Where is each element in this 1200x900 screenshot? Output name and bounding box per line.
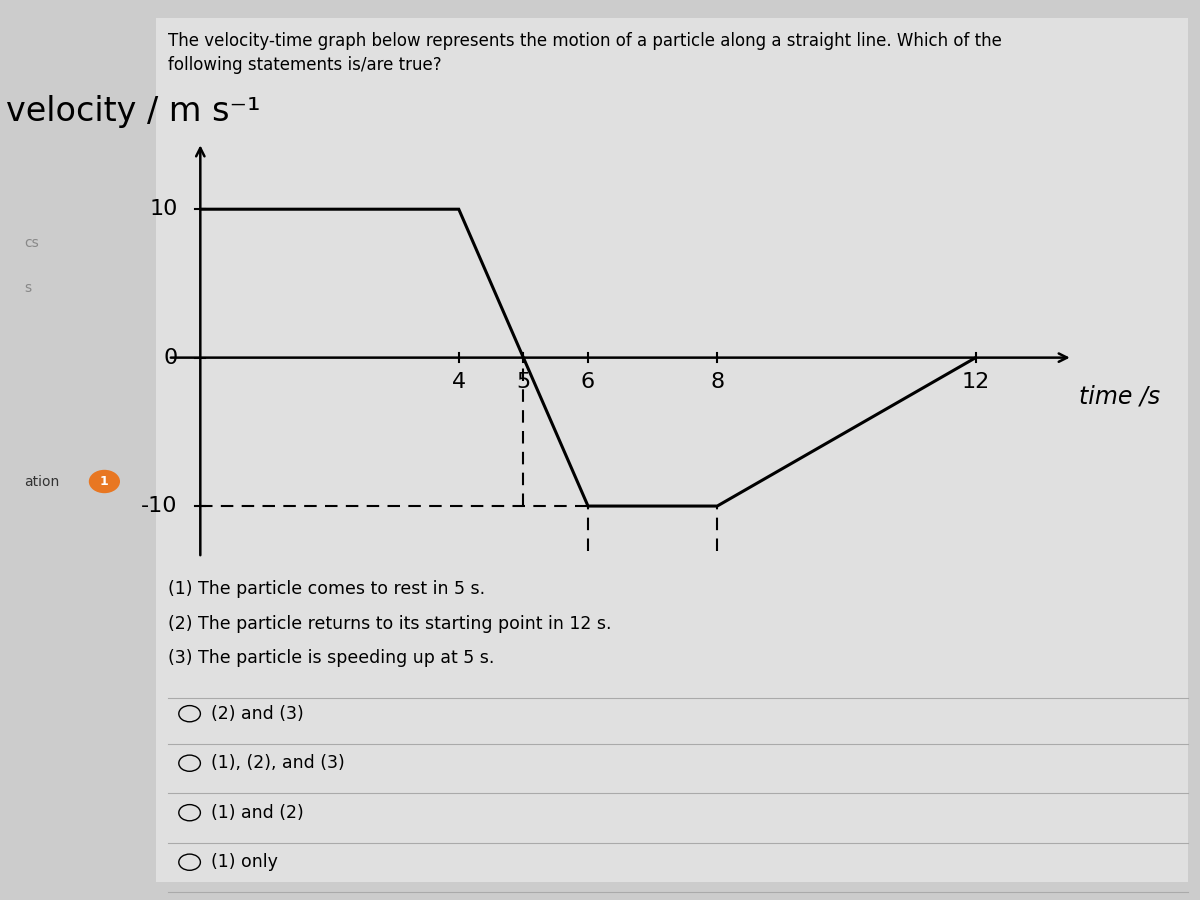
Text: 5: 5 bbox=[516, 373, 530, 392]
Text: (1) only: (1) only bbox=[211, 853, 278, 871]
Text: 8: 8 bbox=[710, 373, 725, 392]
Text: 12: 12 bbox=[961, 373, 990, 392]
Text: (1) The particle comes to rest in 5 s.: (1) The particle comes to rest in 5 s. bbox=[168, 580, 485, 598]
Text: 1: 1 bbox=[100, 475, 109, 488]
Text: s: s bbox=[24, 281, 31, 295]
Text: 6: 6 bbox=[581, 373, 595, 392]
Text: 4: 4 bbox=[451, 373, 466, 392]
Text: (2) and (3): (2) and (3) bbox=[211, 705, 304, 723]
Text: (2) The particle returns to its starting point in 12 s.: (2) The particle returns to its starting… bbox=[168, 615, 612, 633]
Text: The velocity-time graph below represents the motion of a particle along a straig: The velocity-time graph below represents… bbox=[168, 32, 1002, 75]
Text: cs: cs bbox=[24, 236, 38, 250]
Text: (1) and (2): (1) and (2) bbox=[211, 804, 304, 822]
Text: ation: ation bbox=[24, 474, 59, 489]
Text: 10: 10 bbox=[149, 199, 178, 220]
Text: velocity / m s⁻¹: velocity / m s⁻¹ bbox=[6, 94, 260, 128]
Text: 0: 0 bbox=[163, 347, 178, 367]
Text: (1), (2), and (3): (1), (2), and (3) bbox=[211, 754, 344, 772]
Text: -10: -10 bbox=[142, 496, 178, 516]
Text: time /s: time /s bbox=[1079, 384, 1160, 409]
Text: (3) The particle is speeding up at 5 s.: (3) The particle is speeding up at 5 s. bbox=[168, 649, 494, 667]
